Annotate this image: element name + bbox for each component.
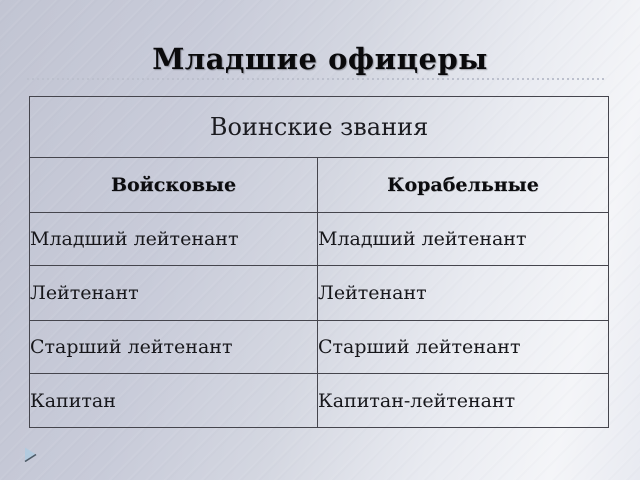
table-cell: Младший лейтенант — [29, 212, 318, 266]
column-header-voyskovye: Войсковые — [29, 157, 318, 213]
table-row: Капитан Капитан-лейтенант — [29, 373, 610, 428]
column-header-korabelnye: Корабельные — [316, 157, 610, 213]
table-cell: Капитан — [29, 373, 318, 428]
next-slide-arrow-icon[interactable] — [24, 447, 37, 462]
table-row: Младший лейтенант Младший лейтенант — [29, 212, 610, 266]
table-cell: Младший лейтенант — [316, 212, 610, 266]
ranks-table: Воинские звания Войсковые Корабельные Мл… — [28, 96, 610, 428]
table-cell: Лейтенант — [29, 265, 318, 321]
table-merged-header: Воинские звания — [28, 96, 610, 158]
table-cell: Лейтенант — [316, 265, 610, 321]
table-row: Старший лейтенант Старший лейтенант — [29, 320, 610, 374]
table-row-column-headers: Войсковые Корабельные — [29, 157, 610, 213]
table-row: Лейтенант Лейтенант — [29, 265, 610, 321]
table-row-merged-header: Воинские звания — [28, 96, 610, 158]
slide-title: Младшие офицеры — [152, 42, 488, 76]
title-divider — [27, 78, 604, 80]
table-cell: Капитан-лейтенант — [316, 373, 610, 428]
table-cell: Старший лейтенант — [29, 320, 318, 374]
table-cell: Старший лейтенант — [316, 320, 610, 374]
